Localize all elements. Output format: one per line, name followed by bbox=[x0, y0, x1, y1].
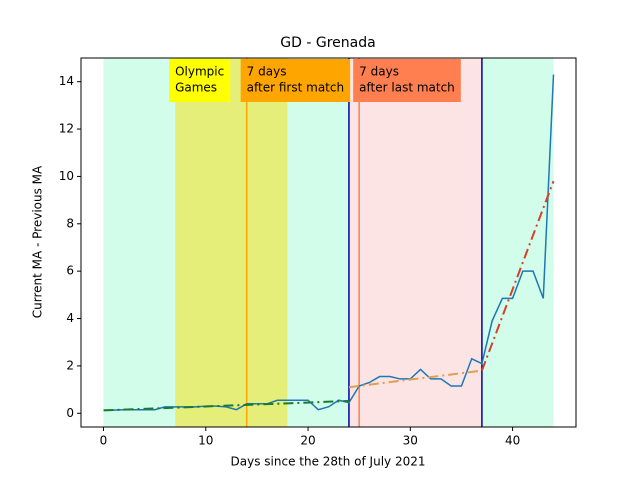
span bbox=[348, 58, 482, 427]
data-line bbox=[103, 399, 349, 412]
annotation: Olympic Games bbox=[169, 59, 231, 102]
y-tick-label: 14 bbox=[59, 74, 74, 88]
annotation-text: after first match bbox=[247, 81, 344, 95]
y-tick-label: 12 bbox=[59, 122, 74, 136]
y-tick-label: 8 bbox=[66, 216, 74, 230]
x-tick-label: 30 bbox=[403, 434, 418, 448]
y-tick-label: 4 bbox=[66, 311, 74, 325]
x-tick-label: 40 bbox=[505, 434, 520, 448]
annotation-text: after last match bbox=[359, 81, 455, 95]
annotation-box bbox=[240, 59, 351, 102]
plot-frame bbox=[80, 57, 577, 428]
annotation: 7 days after first match bbox=[240, 59, 351, 102]
annotation-text: Games bbox=[175, 81, 217, 95]
annotation-text: Olympic bbox=[175, 65, 224, 79]
annotation-text: 7 days bbox=[359, 65, 399, 79]
span bbox=[481, 58, 554, 427]
annotation-text: 7 days bbox=[247, 65, 287, 79]
x-tick-label: 20 bbox=[300, 434, 315, 448]
plot-area bbox=[103, 58, 555, 427]
span bbox=[103, 58, 176, 427]
x-tick-label: 0 bbox=[100, 434, 108, 448]
annotation: 7 days after last match bbox=[353, 59, 461, 102]
y-tick-label: 6 bbox=[66, 264, 74, 278]
y-tick-label: 2 bbox=[66, 358, 74, 372]
axes: 0 10 20 30 40 0 2 4 6 8 10 12 14 bbox=[59, 74, 521, 447]
y-tick-label: 10 bbox=[59, 169, 74, 183]
chart-title: GD - Grenada bbox=[280, 35, 375, 51]
annotation-box bbox=[169, 59, 231, 102]
y-axis-label: Current MA - Previous MA bbox=[31, 165, 45, 318]
data-line bbox=[348, 369, 483, 389]
span bbox=[287, 58, 349, 427]
data-line bbox=[480, 180, 555, 371]
x-axis-label: Days since the 28th of July 2021 bbox=[231, 455, 426, 469]
annotation-box bbox=[353, 59, 461, 102]
span bbox=[175, 58, 288, 427]
x-tick-label: 10 bbox=[198, 434, 213, 448]
y-tick-label: 0 bbox=[66, 406, 74, 420]
